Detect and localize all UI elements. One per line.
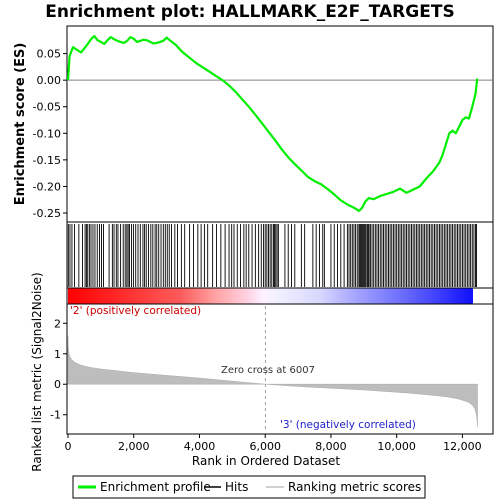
es-panel-frame <box>66 25 494 223</box>
hits-plot <box>67 224 478 287</box>
metric-y-tick-label: 0 <box>54 378 61 391</box>
x-tick-label: 0 <box>65 440 72 453</box>
metric-plot: 2 1 0 -1 0 2,000 4,000 6,000 8,000 10,000 12,000 <box>50 306 482 453</box>
es-y-tick-label: -0.25 <box>33 207 61 220</box>
zero-cross-label: Zero cross at 6007 <box>221 365 315 376</box>
heatmap-bar <box>68 288 473 304</box>
es-y-tick-label: -0.20 <box>33 180 61 193</box>
metric-y-axis-title: Ranked list metric (Signal2Noise) <box>30 272 44 471</box>
metric-y-tick-label: -1 <box>50 409 61 422</box>
legend-frame <box>72 475 426 499</box>
chart-title: Enrichment plot: HALLMARK_E2F_TARGETS <box>45 2 454 22</box>
es-y-axis-title: Enrichment score (ES) <box>13 43 28 206</box>
x-tick-label: 4,000 <box>184 440 216 453</box>
x-tick-label: 8,000 <box>315 440 347 453</box>
metric-y-tick-label: 2 <box>54 317 61 330</box>
legend-enrichment-label: Enrichment profile <box>100 480 211 494</box>
ranking-metric-area <box>67 335 478 427</box>
x-axis-title: Rank in Ordered Dataset <box>192 454 340 468</box>
hits-panel-frame <box>66 221 494 289</box>
es-y-tick-label: -0.05 <box>33 101 61 114</box>
legend: Enrichment profile Hits Ranking metric s… <box>72 475 426 499</box>
es-y-tick-label: -0.10 <box>33 127 61 140</box>
es-y-tick-label: 0.00 <box>37 74 62 87</box>
es-y-tick-label: 0.05 <box>37 48 62 61</box>
enrichment-profile-line <box>66 34 479 212</box>
x-tick-label: 10,000 <box>377 440 416 453</box>
es-plot: 0.05 0.00 -0.05 -0.10 -0.15 -0.20 -0.25 <box>33 34 492 220</box>
metric-y-tick-label: 1 <box>54 348 61 361</box>
legend-metric-label: Ranking metric scores <box>288 480 421 494</box>
legend-hits-label: Hits <box>225 480 248 494</box>
x-tick-label: 12,000 <box>443 440 482 453</box>
x-tick-label: 6,000 <box>249 440 281 453</box>
metric-panel-frame <box>66 303 494 435</box>
heatmap-right-fill <box>473 288 492 304</box>
positive-correlation-label: '2' (positively correlated) <box>70 305 201 317</box>
negative-correlation-label: '3' (negatively correlated) <box>280 419 416 431</box>
x-tick-label: 2,000 <box>118 440 150 453</box>
es-y-tick-label: -0.15 <box>33 154 61 167</box>
